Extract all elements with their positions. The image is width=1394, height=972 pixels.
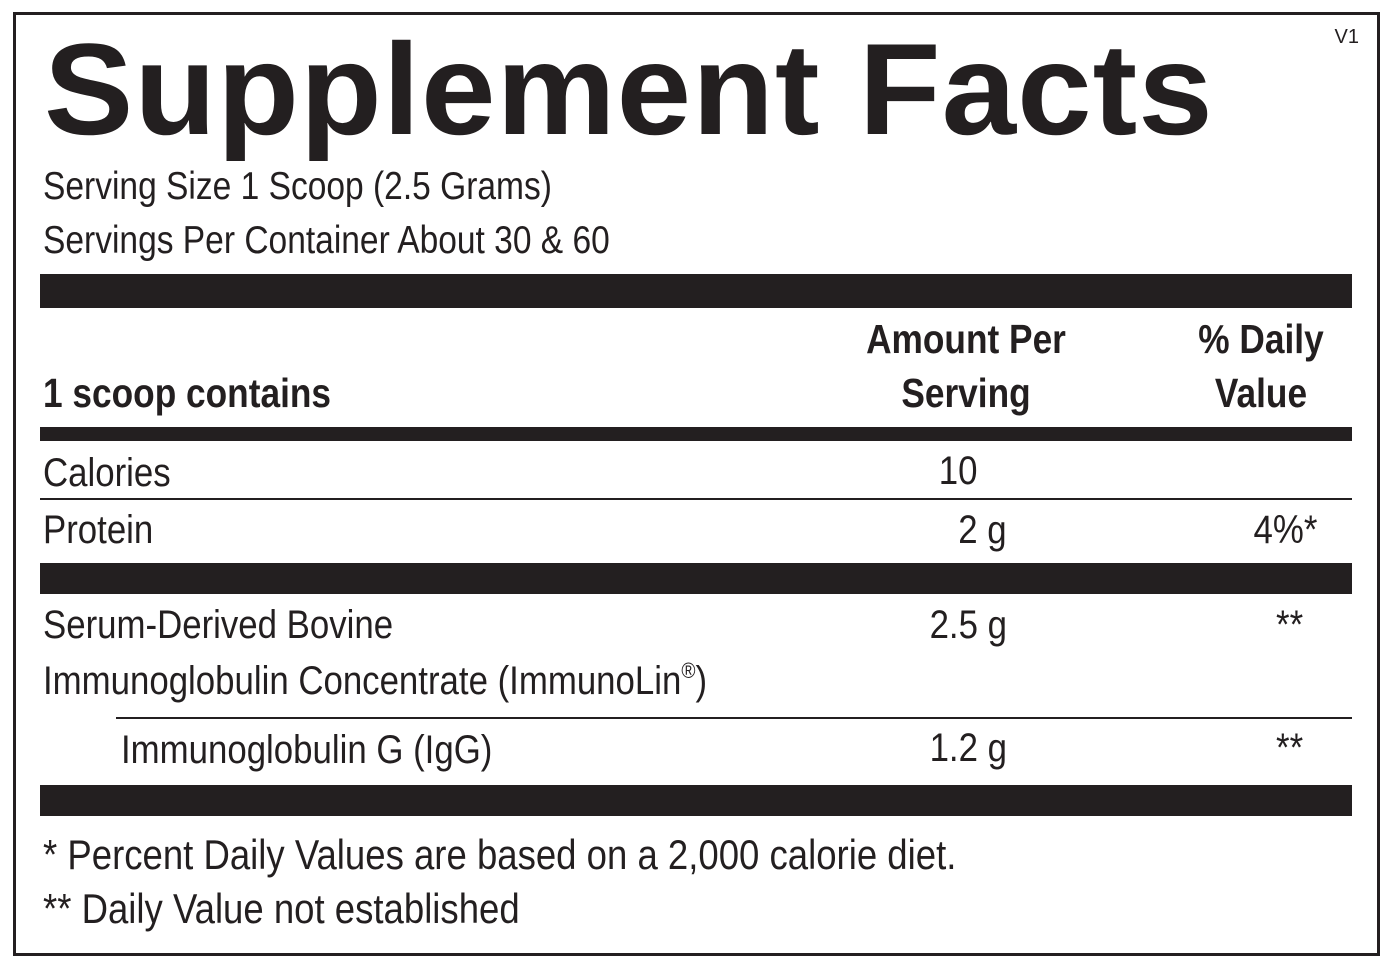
row-igg-amount: 1.2 g xyxy=(929,726,1007,770)
header-divider xyxy=(40,427,1352,441)
row-calories-name: Calories xyxy=(43,451,171,495)
footnote-percent-daily-values: * Percent Daily Values are based on a 2,… xyxy=(43,831,957,878)
supplement-facts-panel: V1 Supplement Facts Serving Size 1 Scoop… xyxy=(13,12,1380,956)
row-calories-amount: 10 xyxy=(938,449,977,493)
row-sbi-name-line2: Immunoglobulin Concentrate (ImmunoLin®) xyxy=(43,658,708,703)
serving-size: Serving Size 1 Scoop (2.5 Grams) xyxy=(43,165,552,208)
sub-row-divider xyxy=(116,717,1352,719)
thick-divider xyxy=(40,563,1352,594)
row-protein-amount: 2 g xyxy=(958,508,1007,552)
row-divider xyxy=(40,498,1352,500)
header-amount-line2: Serving xyxy=(901,370,1031,416)
row-sbi-amount: 2.5 g xyxy=(929,603,1007,647)
version-code: V1 xyxy=(1334,26,1359,48)
thick-divider xyxy=(40,785,1352,816)
row-igg-dv: ** xyxy=(1275,726,1303,770)
footnote-dv-not-established: ** Daily Value not established xyxy=(43,885,520,932)
header-contains: 1 scoop contains xyxy=(43,370,332,416)
header-dv-line2: Value xyxy=(1214,370,1308,416)
servings-per-container: Servings Per Container About 30 & 60 xyxy=(43,219,610,262)
panel-title: Supplement Facts xyxy=(44,16,1214,162)
row-protein-dv: 4%* xyxy=(1253,508,1317,552)
row-protein-name: Protein xyxy=(43,508,154,552)
row-sbi-name-line1: Serum-Derived Bovine xyxy=(43,603,394,647)
header-amount-line1: Amount Per xyxy=(866,316,1066,362)
registered-mark: ® xyxy=(681,658,696,683)
row-igg-name: Immunoglobulin G (IgG) xyxy=(121,728,493,772)
thick-divider xyxy=(40,274,1352,308)
row-sbi-dv: ** xyxy=(1275,603,1303,647)
header-dv-line1: % Daily xyxy=(1198,316,1324,362)
